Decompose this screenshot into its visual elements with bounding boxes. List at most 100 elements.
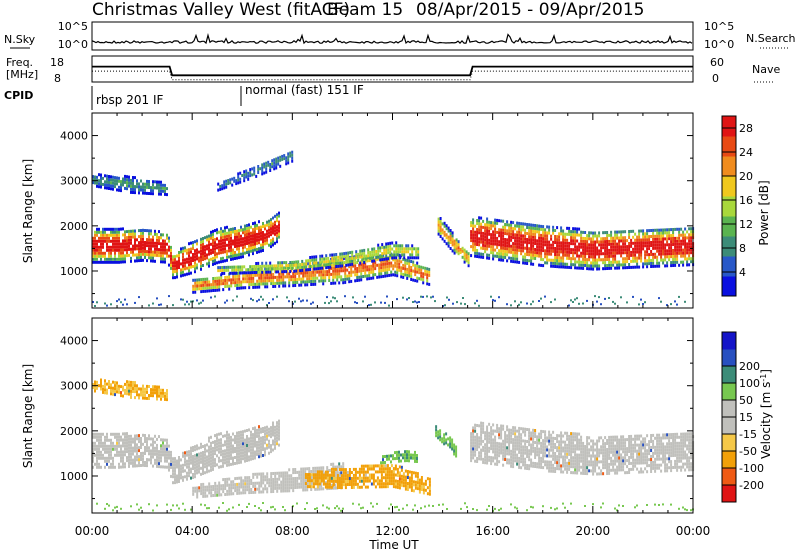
power-cell xyxy=(500,234,503,238)
power-cell xyxy=(363,260,366,264)
power-cell xyxy=(288,278,291,282)
power-cell xyxy=(584,231,587,234)
power-cell xyxy=(614,254,617,258)
power-cell xyxy=(668,252,671,256)
velocity-cell xyxy=(196,459,198,463)
power-cell xyxy=(301,268,304,272)
velocity-cell xyxy=(212,488,215,491)
power-cell xyxy=(192,278,195,282)
power-cell xyxy=(488,238,491,242)
velocity-cell xyxy=(116,432,118,436)
power-cell xyxy=(273,164,276,168)
power-cell xyxy=(676,239,679,243)
velocity-cell xyxy=(194,489,197,493)
velocity-cell xyxy=(258,481,261,485)
velocity-cell xyxy=(230,492,233,496)
power-cell xyxy=(476,222,479,225)
power-cell xyxy=(576,233,579,237)
power-cell xyxy=(652,240,655,244)
velocity-cell xyxy=(182,454,184,458)
velocity-cell xyxy=(348,477,351,480)
velocity-cell xyxy=(288,477,291,481)
power-cell xyxy=(404,267,407,271)
velocity-cell xyxy=(306,482,309,486)
ground-speckle xyxy=(550,301,552,304)
velocity-cell xyxy=(118,444,120,448)
power-cell xyxy=(626,260,629,264)
velocity-cell xyxy=(238,452,240,456)
power-cell xyxy=(349,257,352,261)
power-cell xyxy=(534,236,537,239)
power-cell xyxy=(290,278,293,282)
power-cell xyxy=(532,262,535,266)
velocity-cell xyxy=(210,447,212,451)
power-cell xyxy=(214,253,216,257)
power-cell xyxy=(512,242,515,246)
power-cell xyxy=(343,261,346,265)
velocity-cell xyxy=(190,449,192,453)
power-cell xyxy=(260,282,263,286)
velocity-cell xyxy=(234,438,236,441)
velocity-cell xyxy=(312,482,315,486)
power-cell xyxy=(144,256,146,259)
power-cell xyxy=(382,265,385,269)
power-cell xyxy=(405,247,408,251)
power-cell xyxy=(210,230,212,234)
power-cell xyxy=(524,252,527,256)
velocity-cell xyxy=(208,439,210,443)
power-cell xyxy=(476,249,479,252)
power-cell xyxy=(658,228,661,232)
velocity-cell xyxy=(162,447,164,451)
power-cell xyxy=(194,284,197,288)
power-cell xyxy=(226,275,229,279)
velocity-cell xyxy=(152,449,154,453)
power-cell xyxy=(562,265,565,269)
velocity-cell xyxy=(138,455,140,459)
power-cell xyxy=(638,244,641,248)
power-cell xyxy=(391,253,394,257)
power-cell xyxy=(148,241,150,245)
power-cell xyxy=(227,179,230,182)
power-cell xyxy=(218,242,220,246)
velocity-cell xyxy=(134,437,136,441)
power-cell xyxy=(328,279,331,282)
power-cell xyxy=(542,231,545,235)
velocity-cell xyxy=(118,441,120,445)
velocity-cell xyxy=(106,444,108,448)
power-cell xyxy=(216,237,218,241)
power-cell xyxy=(315,267,318,271)
velocity-cell xyxy=(286,483,289,487)
velocity-cell xyxy=(154,446,156,450)
power-cell xyxy=(566,244,569,248)
power-cell xyxy=(331,256,334,260)
power-cell xyxy=(389,244,392,248)
power-cell xyxy=(546,261,549,265)
velocity-cell xyxy=(290,474,293,478)
power-cell xyxy=(408,259,411,263)
velocity-cell xyxy=(206,449,208,453)
velocity-cell xyxy=(268,484,271,488)
power-cell xyxy=(239,177,242,181)
power-cell xyxy=(210,242,212,246)
power-cell xyxy=(457,249,460,253)
power-cell xyxy=(228,284,231,288)
power-cell xyxy=(273,158,276,162)
power-cell xyxy=(580,251,583,255)
velocity-cell xyxy=(124,453,126,457)
power-cell xyxy=(278,211,280,215)
velocity-cell xyxy=(312,473,315,477)
velocity-cell xyxy=(232,492,235,496)
power-cell xyxy=(276,275,279,279)
power-cell xyxy=(486,253,489,257)
power-cell xyxy=(378,269,381,273)
velocity-cell xyxy=(150,437,152,441)
power-cell xyxy=(291,153,294,157)
power-cell xyxy=(500,237,503,241)
power-cell xyxy=(480,246,483,250)
power-cell xyxy=(170,254,172,258)
power-cell xyxy=(102,260,104,264)
power-cell xyxy=(258,238,260,242)
velocity-cell xyxy=(126,435,128,439)
velocity-cell xyxy=(284,471,287,475)
velocity-cell xyxy=(120,456,122,460)
